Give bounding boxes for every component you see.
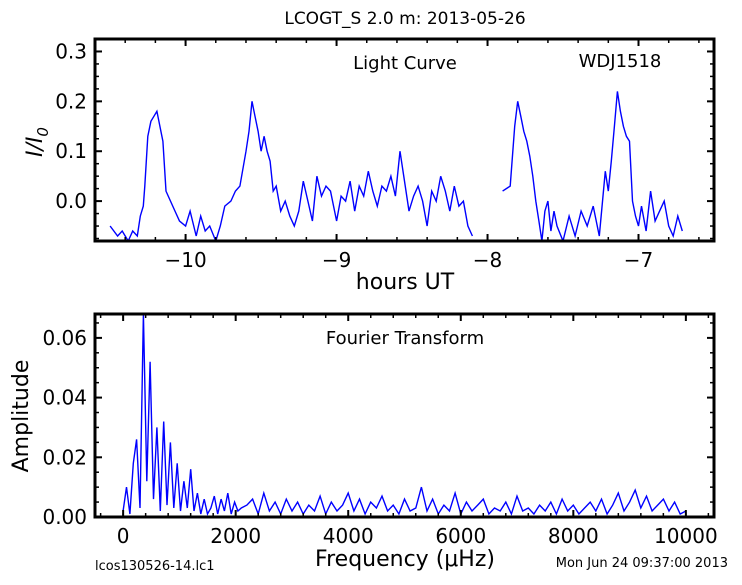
- y-tick-label: 0.00: [42, 505, 87, 529]
- x-tick-label: −8: [473, 248, 502, 272]
- x-tick-label: 8000: [548, 524, 599, 548]
- filename-label: lcos130526-14.lc1: [95, 559, 215, 574]
- y-tick-label: 0.02: [42, 445, 87, 469]
- fourier-transform-series: [122, 314, 687, 517]
- fourier-transform-frame: [93, 312, 716, 519]
- x-tick-label: 6000: [435, 524, 486, 548]
- object-name-annotation: WDJ1518: [579, 51, 662, 72]
- light-curve-line-0: [109, 101, 474, 241]
- fourier-transform-y-axis-title: Amplitude: [9, 360, 34, 473]
- y-tick-label: 0.04: [42, 386, 87, 410]
- svg-text:I/I0: I/I0: [23, 127, 52, 157]
- light-curve-annotation: Light Curve: [353, 53, 457, 74]
- fourier-transform-line-0: [122, 314, 687, 517]
- light-curve-panel: −10 −9 −8 −7 0.0 0.1 0.2 0.3 Light Curve WDJ151…: [23, 37, 716, 295]
- x-tick-label: 0: [117, 524, 130, 548]
- y-tick-label: 0.1: [55, 139, 87, 163]
- light-curve-ticks: −10 −9 −8 −7 0.0 0.1 0.2 0.3: [55, 38, 714, 272]
- light-curve-line-1: [502, 91, 683, 241]
- x-tick-label: 2000: [210, 524, 261, 548]
- timestamp-label: Mon Jun 24 09:37:00 2013: [556, 556, 728, 571]
- light-curve-series: [109, 91, 683, 241]
- x-tick-label: 10000: [654, 524, 718, 548]
- figure-title: LCOGT_S 2.0 m: 2013-05-26: [284, 9, 525, 29]
- y-tick-label: 0.0: [55, 189, 87, 213]
- fourier-transform-x-axis-title: Frequency (μHz): [315, 547, 495, 572]
- fourier-transform-ticks: 0 2000 4000 6000 8000 10000 0.00 0.02 0.04 0.06: [42, 314, 718, 548]
- y-tick-label: 0.2: [55, 89, 87, 113]
- x-tick-label: −7: [624, 248, 653, 272]
- light-curve-y-axis-title: I/I0: [23, 127, 52, 157]
- light-curve-x-axis-title: hours UT: [356, 270, 455, 295]
- light-curve-frame: [93, 37, 716, 243]
- x-tick-label: −9: [322, 248, 351, 272]
- y-tick-label: 0.06: [42, 326, 87, 350]
- fourier-transform-panel: 0 2000 4000 6000 8000 10000 0.00 0.02 0.04 0.06 F…: [9, 312, 718, 572]
- x-tick-label: −10: [164, 248, 206, 272]
- fourier-transform-annotation: Fourier Transform: [326, 328, 484, 349]
- y-tick-label: 0.3: [55, 39, 87, 63]
- x-tick-label: 4000: [323, 524, 374, 548]
